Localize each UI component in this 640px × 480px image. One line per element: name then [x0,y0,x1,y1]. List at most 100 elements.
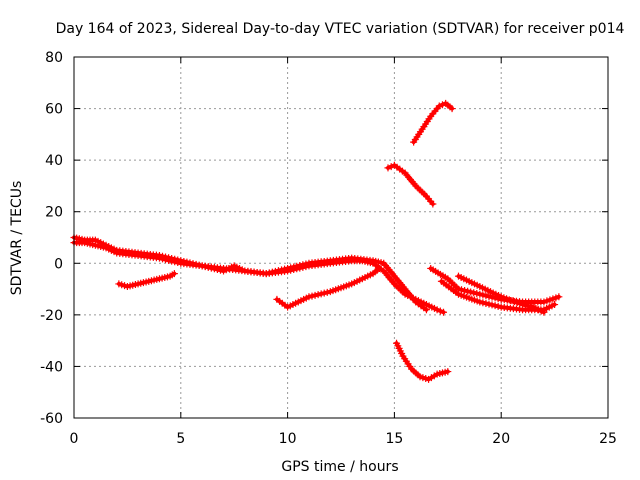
data-point [299,261,307,269]
axis-ticks: 0 5 10 15 20 25 -60 -40 -20 0 20 40 60 80 [40,50,617,447]
data-point [162,253,170,261]
series-track-main-b [70,234,430,314]
data-point [464,287,472,295]
data-point [158,252,166,260]
data-point [180,257,188,265]
data-point [277,266,285,274]
data-point [476,290,484,298]
data-point [265,269,273,277]
x-tick-label: 15 [385,431,403,447]
data-point [171,255,179,263]
data-point [384,164,392,172]
x-tick-label: 0 [70,431,79,447]
data-point [479,299,487,307]
data-point [302,260,310,268]
data-point [482,299,490,307]
data-point [540,308,548,316]
data-point [168,254,176,262]
data-point [440,308,448,316]
data-point [488,293,496,301]
data-point [540,298,548,306]
x-tick-label: 25 [599,431,617,447]
data-point [479,291,487,299]
series-track-rise-60 [410,99,456,146]
data-point [281,265,289,273]
data-point [189,260,197,268]
data-point [429,200,437,208]
data-point [491,302,499,310]
data-point [165,254,173,262]
grid [74,57,608,418]
data-point [296,261,304,269]
data-point [323,288,331,296]
data-point [317,290,325,298]
data-point [549,295,557,303]
data-point [485,292,493,300]
data-point [546,296,554,304]
series-track-dip-10 [273,264,383,311]
x-tick-label: 20 [492,431,510,447]
data-point [467,288,475,296]
y-tick-label: -20 [40,308,63,324]
data-point [543,297,551,305]
data-point [287,264,295,272]
data-point [195,261,203,269]
series-track-38 [384,161,437,208]
data-point [555,293,563,301]
x-tick-label: 5 [176,431,185,447]
y-tick-label: 40 [45,153,63,169]
data-point [320,289,328,297]
y-tick-label: -60 [40,411,63,427]
data-point [551,301,559,309]
data-point [177,257,185,265]
data-point [476,298,484,306]
data-point [488,301,496,309]
data-point [314,291,322,299]
data-point [435,102,443,110]
data-point [268,268,276,276]
y-tick-label: 80 [45,50,63,66]
data-point [174,256,182,264]
data-point [308,292,316,300]
data-point [433,306,441,314]
data-point [274,267,282,275]
data-point [436,307,444,315]
data-point [311,291,319,299]
y-tick-label: -40 [40,359,63,375]
data-point [183,258,191,266]
data-point [444,368,452,376]
series-trail [274,266,382,310]
series-track-bottom [393,339,452,383]
series-trail [411,101,455,145]
plot-frame [73,56,609,419]
data-point [170,270,178,278]
data-point [387,163,395,171]
chart-title: Day 164 of 2023, Sidereal Day-to-day VTE… [56,21,625,37]
x-axis-label: GPS time / hours [281,459,398,475]
data-point [186,259,194,267]
data-point [284,264,292,272]
y-tick-label: 60 [45,102,63,118]
series-track-lower-left [115,270,178,290]
x-tick-label: 10 [279,431,297,447]
data-point [192,260,200,268]
data-point [482,292,490,300]
data-point [552,294,560,302]
data-point [422,306,430,314]
y-tick-label: 0 [54,256,63,272]
data-point [470,289,478,297]
series-track-late-c [454,272,548,316]
data-point [485,300,493,308]
data-point [448,105,456,113]
y-tick-label: 20 [45,205,63,221]
data-point [461,287,469,295]
data-point [473,289,481,297]
data-point [305,293,313,301]
y-axis-label: SDTVAR / TECUs [9,181,25,296]
data-point [375,264,383,272]
data-point [494,302,502,310]
data-point [155,252,163,260]
data-point [293,262,301,270]
data-point [262,270,270,278]
